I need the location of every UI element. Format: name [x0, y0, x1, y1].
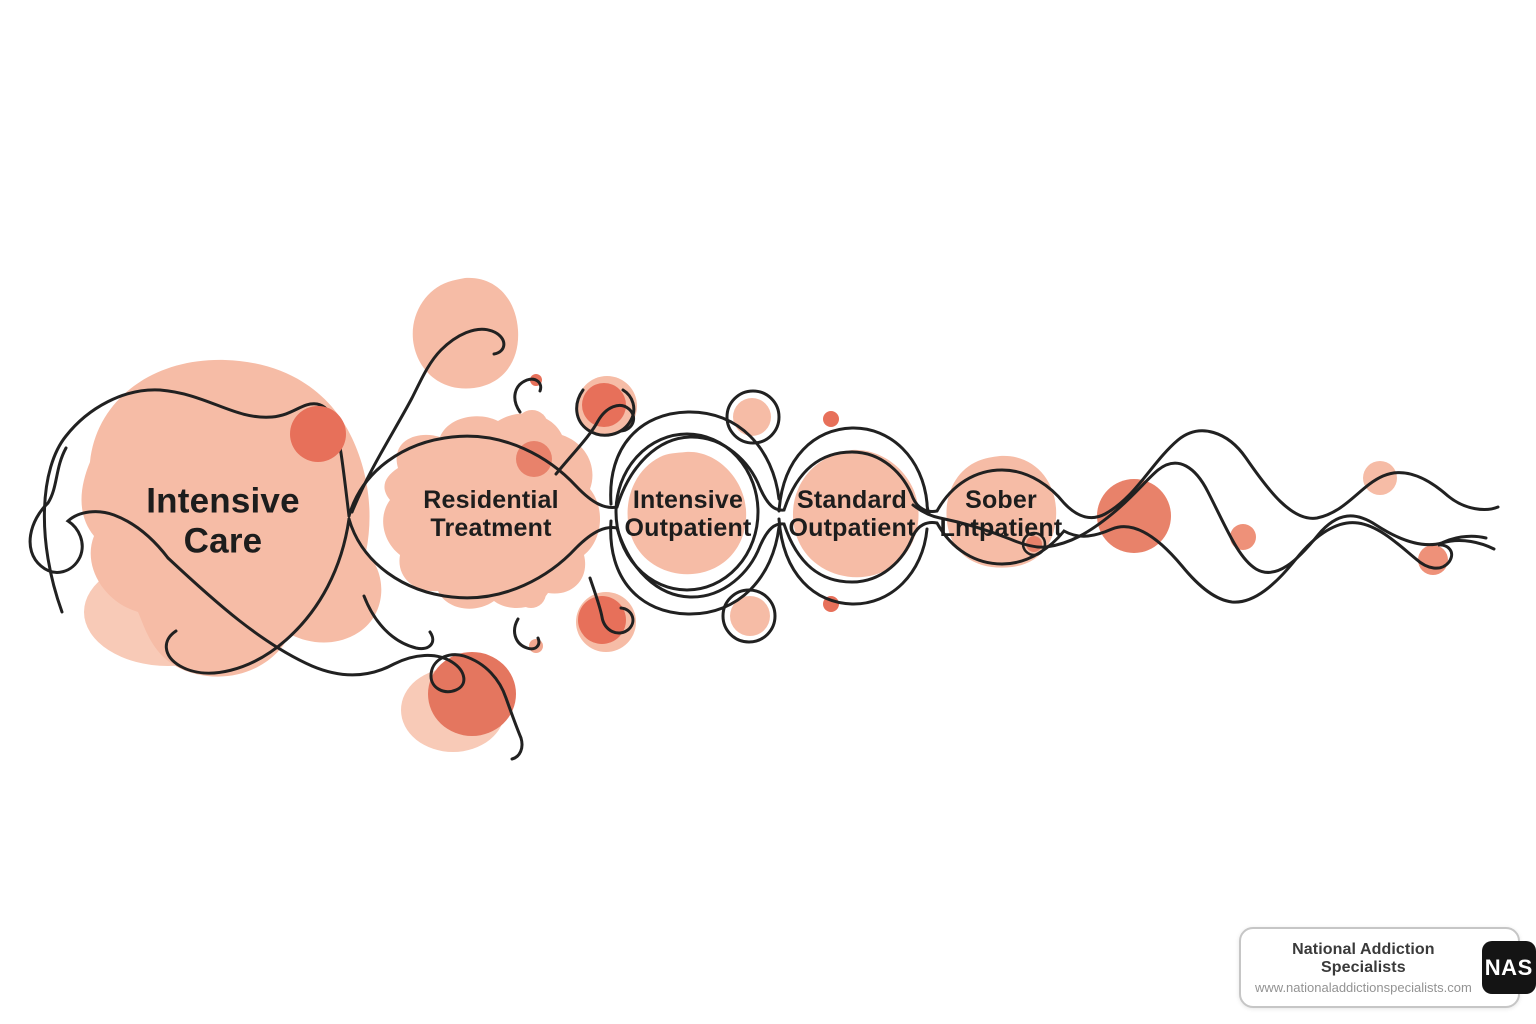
intensive-care-bottom-loop — [164, 517, 351, 675]
upper-circle-hook-line — [554, 404, 636, 476]
small-dot-hook — [513, 377, 543, 414]
blob-lasso-line — [166, 556, 524, 761]
flow-line-bottom-rail — [347, 517, 1488, 604]
standard-outpatient-blob — [792, 449, 919, 578]
brand-name: National Addiction Specialists — [1292, 940, 1435, 976]
upper-circle-arc — [575, 388, 636, 437]
nas-logo: NAS — [1481, 941, 1536, 994]
io-top-inner-blob — [733, 398, 771, 436]
intensive-outpatient-blob — [627, 451, 747, 575]
io-top-ring — [725, 389, 781, 445]
dark-blob-bottom — [428, 652, 516, 736]
standard-outer-top — [777, 426, 931, 515]
standard-outer-bottom — [777, 517, 929, 606]
tail-mid-circle-1 — [1230, 524, 1256, 550]
io-dot-top — [823, 411, 839, 427]
stage-label-residential-treatment: Residential Treatment — [423, 485, 559, 542]
lower-circle-hook-line — [588, 576, 635, 635]
cluster-blob-1 — [517, 544, 549, 576]
hook-blob — [516, 410, 548, 442]
left-nose-loop — [28, 446, 170, 574]
stage-label-sober-lntpatient: Sober Lntpatient — [939, 485, 1063, 542]
stage-label-intensive-outpatient: Intensive Outpatient — [624, 485, 752, 542]
top-blob-line — [350, 327, 506, 514]
flow-line-mid-strand — [911, 461, 1496, 574]
under-residential-hook — [362, 594, 435, 651]
intensive-care-accent-circle — [290, 406, 346, 462]
io-outer-oval-top — [609, 410, 781, 506]
dark-circle-upper — [582, 383, 626, 427]
stage-label-intensive-care: Intensive Care — [146, 481, 300, 560]
io-bottom-inner-blob — [730, 596, 770, 636]
branding-card: National Addiction Specialists www.natio… — [1239, 927, 1536, 1008]
io-outline-circle — [614, 432, 760, 592]
cluster-c-hook — [513, 617, 541, 651]
brand-website: www.nationaladdictionspecialists.com — [1255, 979, 1472, 995]
nas-monogram: NAS — [1484, 954, 1533, 980]
branding-text-block: National Addiction Specialists www.natio… — [1255, 941, 1472, 995]
io-outer-oval-bottom — [609, 519, 781, 616]
stage-label-standard-outpatient: Standard Outpatient — [788, 485, 916, 542]
ringed-dot-ring — [1021, 531, 1047, 557]
tail-mid-circle-2 — [1418, 545, 1448, 575]
io-bottom-ring — [721, 588, 777, 644]
tail-big-circle — [1097, 479, 1171, 553]
